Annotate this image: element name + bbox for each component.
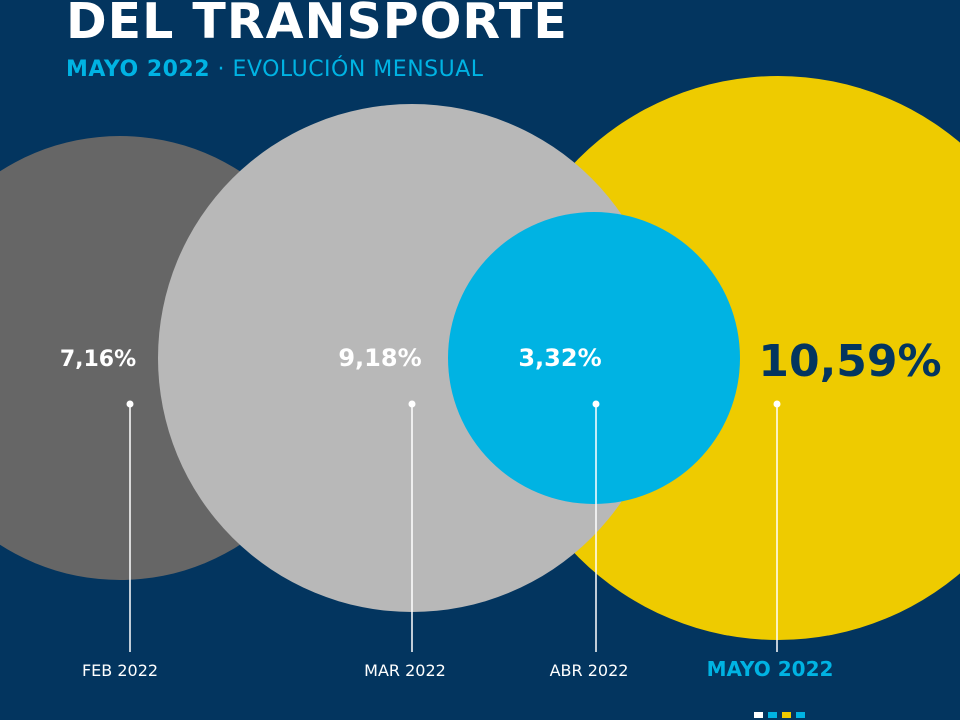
value-label-abr: 3,32%: [518, 344, 601, 372]
subtitle-separator: ·: [210, 57, 233, 82]
legend-dot: [754, 712, 763, 718]
page-subtitle: MAYO 2022 · EVOLUCIÓN MENSUAL: [66, 57, 484, 83]
subtitle-rest: EVOLUCIÓN MENSUAL: [232, 57, 484, 82]
subtitle-highlight: MAYO 2022: [66, 57, 211, 82]
leader-dot-mar: [408, 400, 416, 408]
legend-dot: [768, 712, 777, 718]
legend-dot: [782, 712, 791, 718]
legend-dots: [754, 712, 805, 718]
month-label-feb: FEB 2022: [82, 661, 158, 680]
value-label-may: 10,59%: [758, 336, 941, 387]
month-label-may: MAYO 2022: [707, 657, 834, 681]
leader-dot-may: [773, 400, 781, 408]
bubble-abr: [448, 212, 740, 504]
page-title: DEL TRANSPORTE: [66, 0, 568, 50]
leader-dot-feb: [126, 400, 134, 408]
legend-dot: [796, 712, 805, 718]
value-label-feb: 7,16%: [60, 347, 136, 372]
value-label-mar: 9,18%: [338, 344, 421, 372]
month-label-abr: ABR 2022: [550, 661, 629, 680]
month-label-mar: MAR 2022: [364, 661, 446, 680]
leader-dot-abr: [592, 400, 600, 408]
